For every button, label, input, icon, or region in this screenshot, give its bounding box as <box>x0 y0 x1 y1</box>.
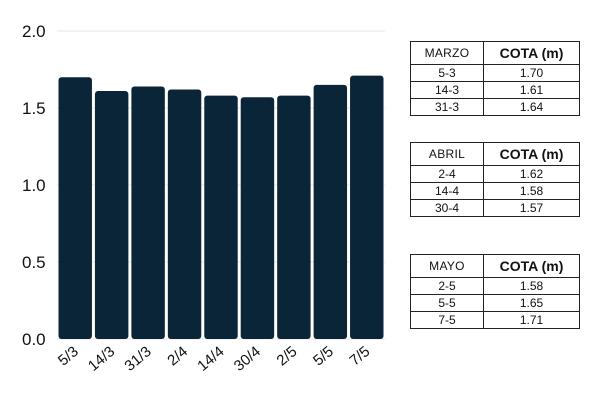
x-axis: 5/3 14/3 31/3 2/4 14/4 30/4 2/5 5/5 7/5 <box>55 343 373 375</box>
value-cell: 1.71 <box>483 311 580 329</box>
bar <box>313 84 348 340</box>
bar <box>204 95 238 340</box>
date-cell: 14-4 <box>410 182 484 200</box>
bar <box>277 95 311 340</box>
table-row: 7-5 1.71 <box>410 311 580 329</box>
bar <box>94 91 129 339</box>
table-mayo: MAYO COTA (m) 2-5 1.58 5-5 1.65 7-5 1.71 <box>410 254 580 329</box>
x-tick-label: 14/4 <box>194 343 227 375</box>
table-header-row: ABRIL COTA (m) <box>410 142 580 166</box>
column-header: COTA (m) <box>483 142 580 166</box>
x-tick-label: 5/3 <box>55 343 82 369</box>
date-cell: 14-3 <box>410 81 484 99</box>
x-tick-label: 31/3 <box>121 343 154 375</box>
table-row: 14-3 1.61 <box>410 81 580 99</box>
month-label: ABRIL <box>410 142 484 166</box>
y-tick-label: 1.5 <box>22 99 46 118</box>
table-row: 2-5 1.58 <box>410 277 580 295</box>
date-cell: 5-5 <box>410 294 484 312</box>
table-row: 31-3 1.64 <box>410 98 580 116</box>
bar <box>58 77 92 339</box>
table-abril: ABRIL COTA (m) 2-4 1.62 14-4 1.58 30-4 1… <box>410 142 580 217</box>
table-row: 14-4 1.58 <box>410 182 580 200</box>
table-marzo: MARZO COTA (m) 5-3 1.70 14-3 1.61 31-3 1… <box>410 41 580 116</box>
value-cell: 1.58 <box>483 277 580 295</box>
value-cell: 1.62 <box>483 165 580 183</box>
table-row: 5-5 1.65 <box>410 294 580 312</box>
value-cell: 1.64 <box>483 98 580 116</box>
bars <box>58 75 384 340</box>
y-axis: 0.0 0.5 1.0 1.5 2.0 <box>22 22 46 349</box>
value-cell: 1.58 <box>483 182 580 200</box>
x-tick-label: 14/3 <box>85 343 118 375</box>
month-label: MAYO <box>410 254 484 278</box>
x-tick-label: 5/5 <box>310 343 337 369</box>
table-row: 30-4 1.57 <box>410 199 580 217</box>
month-label: MARZO <box>410 41 484 65</box>
x-tick-label: 2/4 <box>164 343 191 369</box>
table-row: 2-4 1.62 <box>410 165 580 183</box>
value-cell: 1.65 <box>483 294 580 312</box>
x-tick-label: 2/5 <box>274 343 301 369</box>
x-tick-label: 7/5 <box>346 343 373 369</box>
value-cell: 1.57 <box>483 199 580 217</box>
y-tick-label: 1.0 <box>22 176 46 195</box>
date-cell: 2-4 <box>410 165 484 183</box>
bar <box>131 86 165 339</box>
y-tick-label: 0.5 <box>22 253 46 272</box>
table-header-row: MAYO COTA (m) <box>410 254 580 278</box>
bar-chart: 0.0 0.5 1.0 1.5 2.0 5/3 14/3 31/3 2/4 14/4 30/4 2/… <box>22 22 385 375</box>
date-cell: 31-3 <box>410 98 484 116</box>
date-cell: 5-3 <box>410 64 484 82</box>
date-cell: 2-5 <box>410 277 484 295</box>
table-row: 5-3 1.70 <box>410 64 580 82</box>
bar <box>240 97 275 339</box>
table-header-row: MARZO COTA (m) <box>410 41 580 65</box>
date-cell: 7-5 <box>410 311 484 329</box>
date-cell: 30-4 <box>410 199 484 217</box>
y-tick-label: 2.0 <box>22 22 46 41</box>
bar <box>167 89 202 340</box>
bar <box>350 75 384 339</box>
value-cell: 1.70 <box>483 64 580 82</box>
y-tick-label: 0.0 <box>22 330 46 349</box>
column-header: COTA (m) <box>483 41 580 65</box>
x-tick-label: 30/4 <box>231 343 264 375</box>
value-cell: 1.61 <box>483 81 580 99</box>
column-header: COTA (m) <box>483 254 580 278</box>
